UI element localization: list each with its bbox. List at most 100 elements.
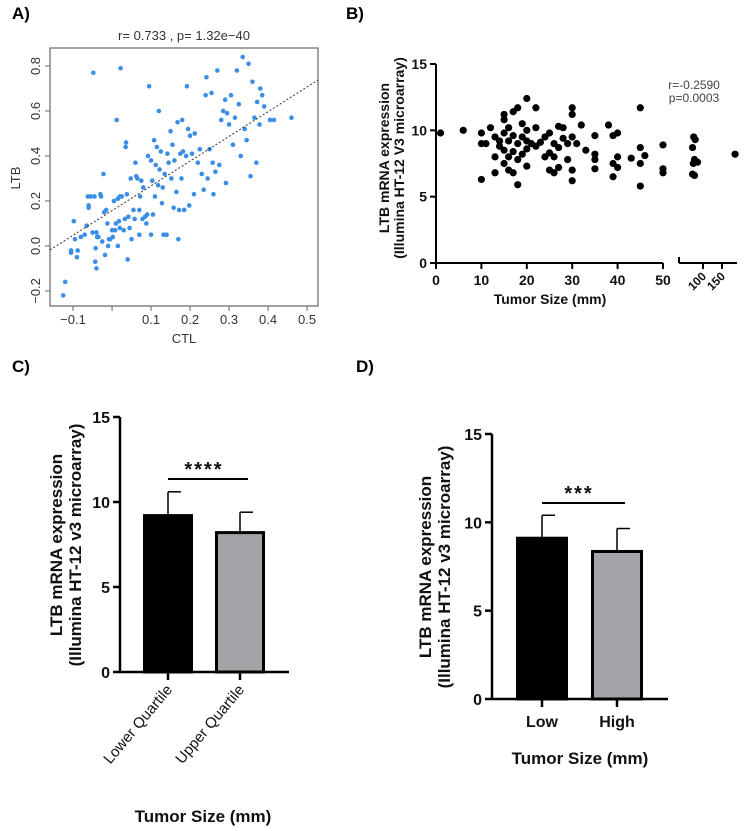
data-point [112, 227, 118, 233]
data-point [189, 151, 195, 157]
data-point [179, 117, 185, 123]
data-point [171, 205, 176, 211]
data-point [486, 124, 495, 132]
data-point [166, 160, 171, 166]
data-point [152, 194, 158, 199]
data-point [568, 104, 576, 112]
data-point [267, 117, 273, 123]
panel-b-ylabel-line2: (Illumina HT-12 V3 microarray) [391, 57, 407, 259]
data-point [118, 65, 123, 71]
data-point [199, 171, 205, 177]
data-point [591, 165, 599, 173]
y-tick-label: 0.4 [28, 147, 43, 165]
y-tick-label: 0.6 [28, 102, 43, 120]
panel-d-ylabel-line2: (Illumina HT-12 v3 microarray) [435, 446, 454, 689]
y-tick-label: 10 [411, 122, 427, 138]
data-point [138, 178, 144, 184]
data-point [246, 61, 251, 67]
y-tick-label: 0.0 [28, 237, 43, 255]
data-point [505, 124, 513, 132]
bar-low [516, 536, 568, 701]
y-tick-label: 10 [92, 495, 110, 512]
data-point [641, 151, 649, 160]
data-point [532, 124, 540, 132]
data-point [175, 119, 180, 125]
panel-b-p-annotation: p=0.0003 [669, 91, 720, 105]
data-point [124, 191, 130, 197]
panel-b: B) r=-0.2590 p=0.0003 Tumor Size (mm) LT… [346, 4, 739, 307]
panel-b-r-annotation: r=-0.2590 [668, 78, 720, 92]
data-point [123, 140, 129, 145]
data-point [500, 146, 508, 154]
data-point [75, 248, 80, 253]
y-tick-label: 0 [473, 692, 482, 709]
panel-c-xlabel: Tumor Size (mm) [135, 807, 272, 826]
data-point [477, 175, 485, 184]
data-point [68, 248, 74, 253]
data-point [636, 104, 644, 112]
data-point [176, 207, 182, 213]
y-tick-label: 5 [419, 189, 427, 205]
x-tick-label: 50 [655, 272, 671, 288]
data-point [500, 110, 508, 119]
data-point [102, 252, 108, 258]
data-point [133, 160, 138, 166]
data-point [577, 121, 585, 129]
data-point [514, 155, 522, 164]
data-point [99, 239, 105, 244]
data-point [564, 155, 572, 164]
data-point [482, 140, 490, 148]
data-point [116, 218, 122, 224]
data-point [518, 150, 526, 158]
panel-a-title: r= 0.733 , p= 1.32e−40 [118, 28, 250, 43]
regression-line [49, 79, 319, 251]
y-tick-label: 0.2 [28, 192, 43, 210]
data-point [514, 181, 522, 189]
data-point [137, 207, 142, 213]
data-point [614, 129, 622, 137]
data-point [731, 150, 739, 158]
data-point [187, 133, 193, 139]
bar-high [591, 549, 643, 701]
data-point [591, 155, 599, 164]
data-point [232, 115, 238, 121]
data-point [289, 115, 294, 121]
x-tick-label: 0.2 [181, 312, 199, 327]
data-point [160, 185, 166, 190]
data-point [257, 122, 262, 127]
data-point [185, 126, 191, 132]
data-point [545, 129, 554, 137]
data-point [117, 225, 123, 231]
data-point [536, 138, 545, 146]
data-point [96, 234, 101, 240]
data-point [582, 146, 590, 154]
data-point [186, 203, 192, 208]
data-point [135, 176, 140, 181]
data-point [532, 104, 540, 112]
data-point [71, 218, 77, 224]
data-point [144, 221, 149, 226]
data-point [144, 212, 150, 217]
data-point [568, 166, 576, 174]
data-point [609, 173, 617, 181]
data-point [84, 223, 89, 228]
data-point [261, 104, 267, 109]
data-point [204, 74, 209, 80]
x-tick-label: 150 [704, 269, 728, 293]
data-point [659, 141, 667, 149]
data-point [220, 108, 226, 114]
data-point [92, 194, 97, 199]
data-point [491, 169, 499, 177]
panel-a: A) r= 0.733 , p= 1.32e−40 CTL LTB −0.1 0.… [8, 4, 319, 346]
data-point [110, 234, 116, 240]
data-point [500, 116, 508, 124]
data-point [203, 92, 208, 98]
data-point [693, 158, 702, 166]
plot-frame [49, 47, 319, 307]
panel-label-d: D) [356, 357, 374, 376]
data-point [90, 230, 95, 235]
data-point [94, 266, 99, 271]
bar-lower-quartile [143, 514, 193, 674]
y-tick-label: 15 [411, 56, 427, 72]
